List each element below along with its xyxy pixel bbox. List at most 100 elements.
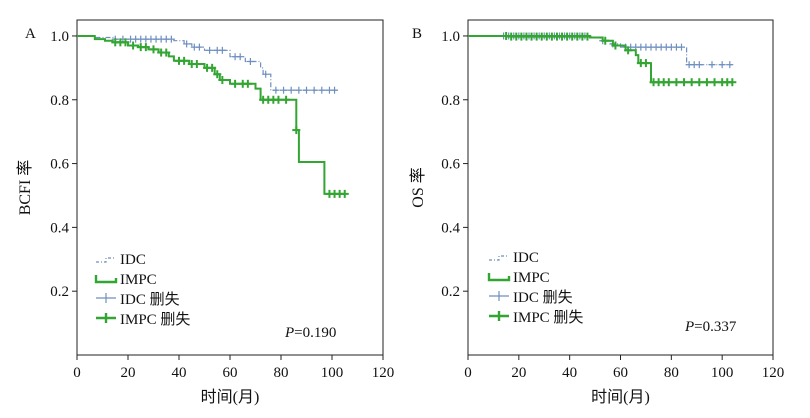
censor-mark-impc (680, 78, 689, 87)
censor-mark-idc (726, 61, 734, 69)
x-tick-label: 40 (562, 365, 577, 381)
censor-mark-impc (141, 43, 150, 52)
censor-mark-idc (206, 46, 214, 54)
legend-label: IDC (513, 250, 539, 266)
legend: IDC IMPC IDC 删失 IMPC 删失 (94, 252, 190, 328)
legend-swatch-idc-censor (96, 293, 116, 303)
y-tick-label: 1.0 (441, 29, 460, 45)
censor-mark-impc (208, 63, 217, 72)
censor-mark-idc (295, 86, 303, 94)
censor-mark-idc (236, 53, 244, 61)
x-tick-label: 60 (223, 365, 238, 381)
legend-swatch-impc-censor (96, 313, 116, 323)
legend-label: IDC 删失 (513, 289, 573, 306)
p-value-annotation: P=0.337 (684, 319, 737, 335)
panel-letter: A (25, 26, 36, 42)
x-tick-label: 0 (464, 365, 472, 381)
censor-mark-idc (280, 86, 288, 94)
censor-mark-impc (583, 32, 592, 41)
series-line-impc (468, 35, 733, 84)
y-tick-label: 0.8 (50, 93, 69, 109)
legend-label: IMPC 删失 (513, 309, 583, 326)
x-tick-label: 100 (321, 365, 344, 381)
censor-mark-impc (192, 60, 201, 69)
x-axis-title: 时间(月) (201, 388, 260, 406)
censor-mark-idc (331, 86, 339, 94)
censor-mark-impc (218, 75, 227, 84)
legend-swatch-idc-censor (489, 291, 509, 301)
censor-mark-impc (695, 78, 704, 87)
censor-mark-idc (718, 61, 726, 69)
censor-mark-impc (121, 38, 130, 47)
censor-mark-idc (708, 61, 716, 69)
y-tick-label: 0.6 (50, 157, 69, 173)
y-tick-label: 0.2 (50, 284, 69, 300)
censor-mark-idc (262, 70, 270, 78)
censor-mark-impc (162, 48, 171, 57)
y-tick-label: 0.4 (50, 220, 69, 236)
censor-mark-idc (287, 86, 295, 94)
censor-mark-impc (728, 78, 737, 87)
censor-mark-idc (195, 43, 203, 51)
legend: IDC IMPC IDC 删失 IMPC 删失 (487, 250, 583, 326)
censor-mark-idc (218, 46, 226, 54)
censor-mark-impc (292, 126, 301, 135)
legend-swatch-idc (489, 255, 509, 261)
y-tick-label: 0.8 (441, 93, 460, 109)
panel-letter: B (412, 26, 422, 42)
y-tick-label: 0.2 (441, 284, 460, 300)
censor-mark-impc (624, 46, 633, 55)
x-tick-label: 20 (121, 365, 136, 381)
censor-mark-impc (641, 59, 650, 68)
censor-mark-impc (601, 36, 610, 45)
censor-mark-idc (678, 43, 685, 51)
y-tick-label: 0.4 (441, 220, 460, 236)
x-axis-title: 时间(月) (591, 388, 650, 406)
x-tick-label: 100 (711, 365, 734, 381)
censor-mark-impc (180, 56, 189, 65)
x-tick-label: 40 (172, 365, 187, 381)
censor-mark-idc (272, 86, 280, 94)
censor-mark-idc (246, 57, 254, 65)
y-axis-title: BCFI 率 (16, 160, 34, 216)
x-tick-label: 80 (274, 365, 289, 381)
censor-mark-idc (695, 61, 703, 69)
y-tick-label: 0.6 (441, 157, 460, 173)
x-tick-label: 80 (664, 365, 679, 381)
censor-mark-impc (282, 95, 291, 104)
censor-mark-impc (710, 78, 719, 87)
panel-a: A 1.0 0.8 0.6 0.4 0.2 0 20 40 60 80 100 120 时间(月) BCFI… (16, 19, 395, 406)
legend-label: IMPC 删失 (120, 311, 190, 328)
x-tick-label: 60 (613, 365, 628, 381)
legend-label: IDC (120, 252, 146, 268)
censor-mark-idc (310, 86, 318, 94)
censor-mark-impc (702, 78, 711, 87)
censor-mark-impc (687, 78, 696, 87)
censor-mark-impc (611, 41, 620, 50)
censor-mark-impc (664, 78, 673, 87)
censor-mark-idc (318, 86, 326, 94)
legend-swatch-impc (487, 273, 511, 282)
x-tick-label: 120 (372, 365, 395, 381)
censor-mark-impc (274, 95, 283, 104)
legend-swatch-impc (94, 275, 118, 284)
censor-mark-idc (303, 86, 310, 94)
x-tick-label: 20 (511, 365, 526, 381)
censor-mark-impc (213, 70, 222, 79)
p-value-annotation: P=0.190 (284, 325, 336, 341)
legend-label: IMPC (120, 272, 157, 288)
legend-label: IDC 删失 (120, 291, 180, 308)
censor-mark-impc (243, 79, 252, 88)
y-axis-title: OS 率 (409, 167, 427, 207)
censor-mark-impc (149, 45, 158, 54)
censor-mark-impc (340, 189, 349, 198)
panel-b: B 1.0 0.8 0.6 0.4 0.2 0 20 40 60 80 100 120 时间(月) OS 率… (409, 19, 785, 406)
legend-label: IMPC (513, 270, 550, 286)
x-tick-label: 0 (73, 365, 81, 381)
series-line-impc (77, 35, 345, 195)
censor-mark-idc (183, 40, 191, 48)
y-tick-label: 1.0 (50, 29, 69, 45)
censor-mark-impc (129, 41, 138, 50)
x-tick-label: 120 (762, 365, 785, 381)
